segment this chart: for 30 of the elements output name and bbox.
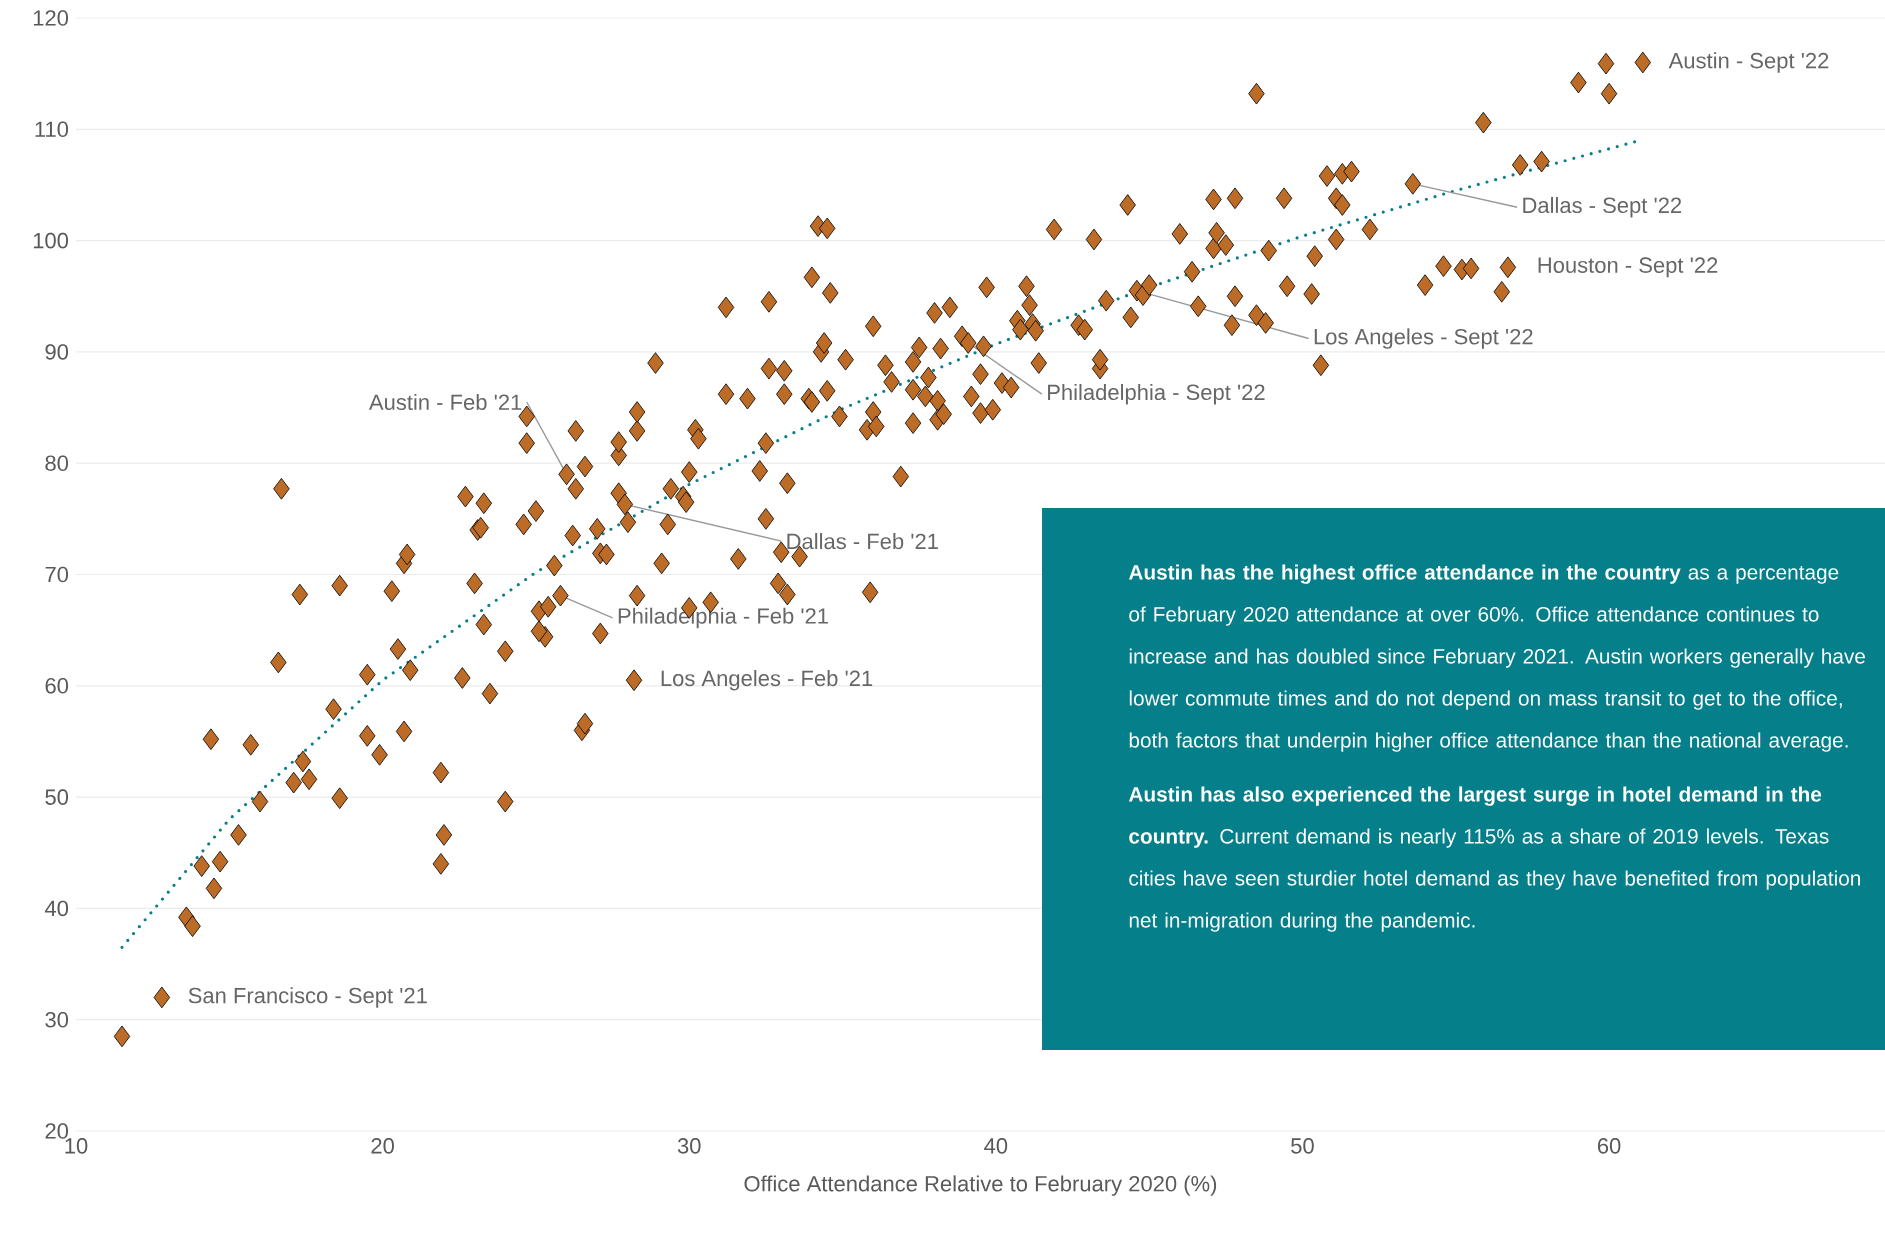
y-tick-label: 30 bbox=[45, 1011, 69, 1028]
x-tick-label: 10 bbox=[65, 1138, 88, 1154]
y-tick-label: 120 bbox=[33, 10, 69, 26]
y-tick-label: 40 bbox=[44, 900, 69, 917]
y-tick-label: 20 bbox=[45, 1123, 69, 1139]
annotation: Austin - Sept '22 bbox=[1668, 52, 1829, 73]
annotation: Philadelphia - Sept '22 bbox=[1048, 383, 1265, 405]
x-tick-label: 20 bbox=[371, 1138, 394, 1154]
annotation: Los Angeles - Sept '22 bbox=[1314, 328, 1533, 349]
x-tick-label: 50 bbox=[1291, 1138, 1314, 1154]
x-axis-title: Office Attendance Relative to February 2020 (%) bbox=[744, 1175, 1217, 1196]
annotation: Los Angeles - Feb '21 bbox=[661, 669, 873, 691]
y-tick-label: 70 bbox=[45, 566, 69, 583]
y-tick-label: 90 bbox=[45, 344, 69, 360]
annotation: Austin has the highest office attendance in the country as a percentage of February 2020 attendance at over 60%. Office attendance continues to increase and has doubled since February 2021. Austin workers generally have lower commute times and do not depend on mass transit to get to the office, both factors that underpin higher office attendance than the national average. bbox=[1128, 564, 1865, 752]
annotation: Austin has also experienced the largest surge in hotel demand in the country. Current demand is nearly 115% as a share of 2019 levels. Texas cities have seen sturdier hotel demand as they have benefited from population net in-migration during the pandemic. bbox=[1128, 786, 1860, 932]
annotation: Houston - Sept '22 bbox=[1538, 257, 1718, 278]
y-tick-label: 100 bbox=[33, 232, 69, 249]
y-tick-label: 50 bbox=[45, 789, 69, 805]
annotation: Dallas - Feb '21 bbox=[787, 533, 938, 550]
x-tick-label: 60 bbox=[1597, 1138, 1621, 1154]
annotation: Philadelphia - Feb '21 bbox=[618, 607, 828, 629]
annotation: Austin - Feb '21 bbox=[368, 393, 522, 411]
y-tick-label: 80 bbox=[45, 455, 69, 471]
x-tick-label: 40 bbox=[984, 1138, 1008, 1154]
y-tick-label: 110 bbox=[35, 121, 69, 138]
y-tick-label: 60 bbox=[45, 678, 69, 694]
annotation: San Francisco - Sept '21 bbox=[188, 987, 427, 1008]
annotation: Dallas - Sept '22 bbox=[1523, 196, 1682, 218]
x-tick-label: 30 bbox=[677, 1138, 701, 1154]
